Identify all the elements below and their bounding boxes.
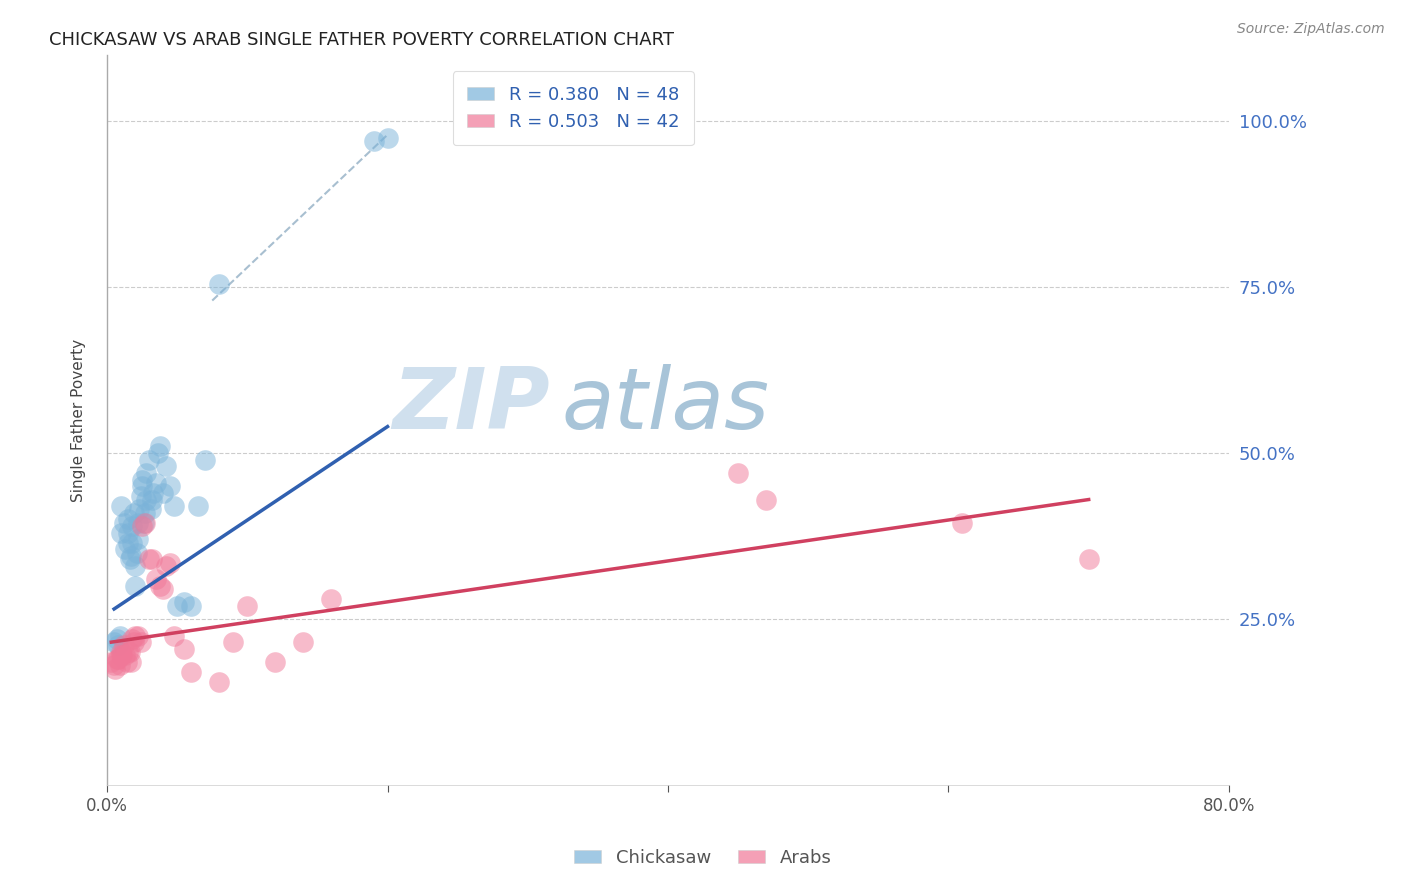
Point [104, 662, 127, 676]
Point [100, 655, 122, 669]
Point [321, 592, 343, 607]
Point [187, 499, 209, 513]
Point [138, 552, 160, 566]
Point [114, 648, 136, 663]
Point [180, 665, 202, 679]
Point [107, 651, 129, 665]
Point [292, 635, 315, 649]
Text: atlas: atlas [561, 364, 769, 447]
Point [122, 506, 145, 520]
Point [952, 516, 974, 530]
Legend: R = 0.380   N = 48, R = 0.503   N = 42: R = 0.380 N = 48, R = 0.503 N = 42 [453, 71, 693, 145]
Point [145, 475, 167, 490]
Point [112, 639, 135, 653]
Point [121, 535, 143, 549]
Point [118, 552, 141, 566]
Point [105, 632, 128, 646]
Point [127, 533, 149, 547]
Point [127, 628, 149, 642]
Point [108, 658, 131, 673]
Point [236, 599, 259, 613]
Point [173, 641, 195, 656]
Point [142, 486, 165, 500]
Point [120, 549, 142, 563]
Point [135, 466, 157, 480]
Point [363, 134, 385, 148]
Point [129, 489, 152, 503]
Point [155, 558, 177, 573]
Point [124, 628, 146, 642]
Point [180, 599, 202, 613]
Point [134, 516, 156, 530]
Point [124, 558, 146, 573]
Point [208, 277, 231, 291]
Point [127, 516, 149, 530]
Point [128, 502, 150, 516]
Point [108, 628, 131, 642]
Point [117, 535, 139, 549]
Point [155, 459, 177, 474]
Point [115, 655, 138, 669]
Text: Source: ZipAtlas.com: Source: ZipAtlas.com [1237, 22, 1385, 37]
Point [159, 556, 181, 570]
Point [117, 525, 139, 540]
Point [117, 512, 139, 526]
Point [112, 516, 135, 530]
Point [141, 552, 163, 566]
Point [163, 499, 186, 513]
Point [121, 519, 143, 533]
Point [166, 599, 188, 613]
Point [149, 579, 172, 593]
Point [124, 579, 146, 593]
Point [208, 675, 231, 690]
Point [103, 635, 125, 649]
Point [222, 635, 245, 649]
Point [117, 645, 139, 659]
Point [159, 479, 181, 493]
Point [145, 572, 167, 586]
Legend: Chickasaw, Arabs: Chickasaw, Arabs [567, 842, 839, 874]
Point [110, 499, 132, 513]
Point [194, 452, 217, 467]
Point [129, 635, 152, 649]
Point [264, 655, 287, 669]
Y-axis label: Single Father Poverty: Single Father Poverty [72, 338, 86, 501]
Text: ZIP: ZIP [392, 364, 550, 447]
Point [146, 446, 169, 460]
Point [163, 628, 186, 642]
Point [103, 658, 125, 673]
Point [139, 502, 162, 516]
Point [135, 492, 157, 507]
Point [134, 506, 156, 520]
Point [132, 516, 155, 530]
Point [377, 131, 399, 145]
Point [125, 546, 148, 560]
Point [118, 645, 141, 659]
Point [138, 452, 160, 467]
Point [122, 635, 145, 649]
Point [149, 440, 172, 454]
Point [105, 651, 128, 665]
Point [111, 648, 134, 663]
Point [110, 525, 132, 540]
Point [152, 486, 174, 500]
Point [110, 648, 132, 663]
Point [1077, 552, 1099, 566]
Point [173, 595, 195, 609]
Point [727, 466, 749, 480]
Point [131, 473, 153, 487]
Point [141, 492, 163, 507]
Point [152, 582, 174, 596]
Point [755, 492, 778, 507]
Point [120, 655, 142, 669]
Point [107, 639, 129, 653]
Text: CHICKASAW VS ARAB SINGLE FATHER POVERTY CORRELATION CHART: CHICKASAW VS ARAB SINGLE FATHER POVERTY … [49, 31, 675, 49]
Point [121, 632, 143, 646]
Point [131, 479, 153, 493]
Point [114, 542, 136, 557]
Point [110, 645, 132, 659]
Point [131, 519, 153, 533]
